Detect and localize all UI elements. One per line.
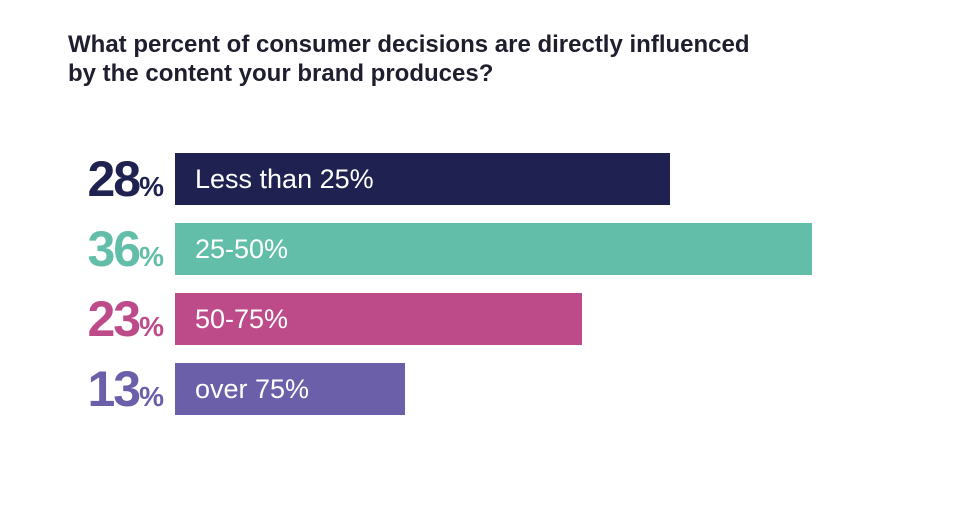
value-label-3: 13% — [87, 363, 164, 423]
value-number: 36 — [87, 221, 141, 277]
category-label-3: over 75% — [195, 374, 310, 404]
percent-sign: % — [139, 311, 164, 342]
category-label-0: Less than 25% — [195, 164, 374, 194]
percent-sign: % — [139, 241, 164, 272]
value-number: 23 — [87, 291, 141, 347]
value-label-2: 23% — [87, 293, 164, 353]
category-label-2: 50-75% — [195, 304, 289, 334]
value-label-0: 28% — [87, 153, 164, 213]
category-label-1: 25-50% — [195, 234, 289, 264]
bar-3: over 75% — [175, 363, 405, 415]
percent-sign: % — [139, 381, 164, 412]
value-number: 13 — [87, 361, 141, 417]
bar-0: Less than 25% — [175, 153, 670, 205]
bar-2: 50-75% — [175, 293, 582, 345]
value-label-1: 36% — [87, 223, 164, 283]
value-number: 28 — [87, 151, 141, 207]
bar-1: 25-50% — [175, 223, 812, 275]
percent-sign: % — [139, 171, 164, 202]
chart-title: What percent of consumer decisions are d… — [68, 31, 750, 87]
